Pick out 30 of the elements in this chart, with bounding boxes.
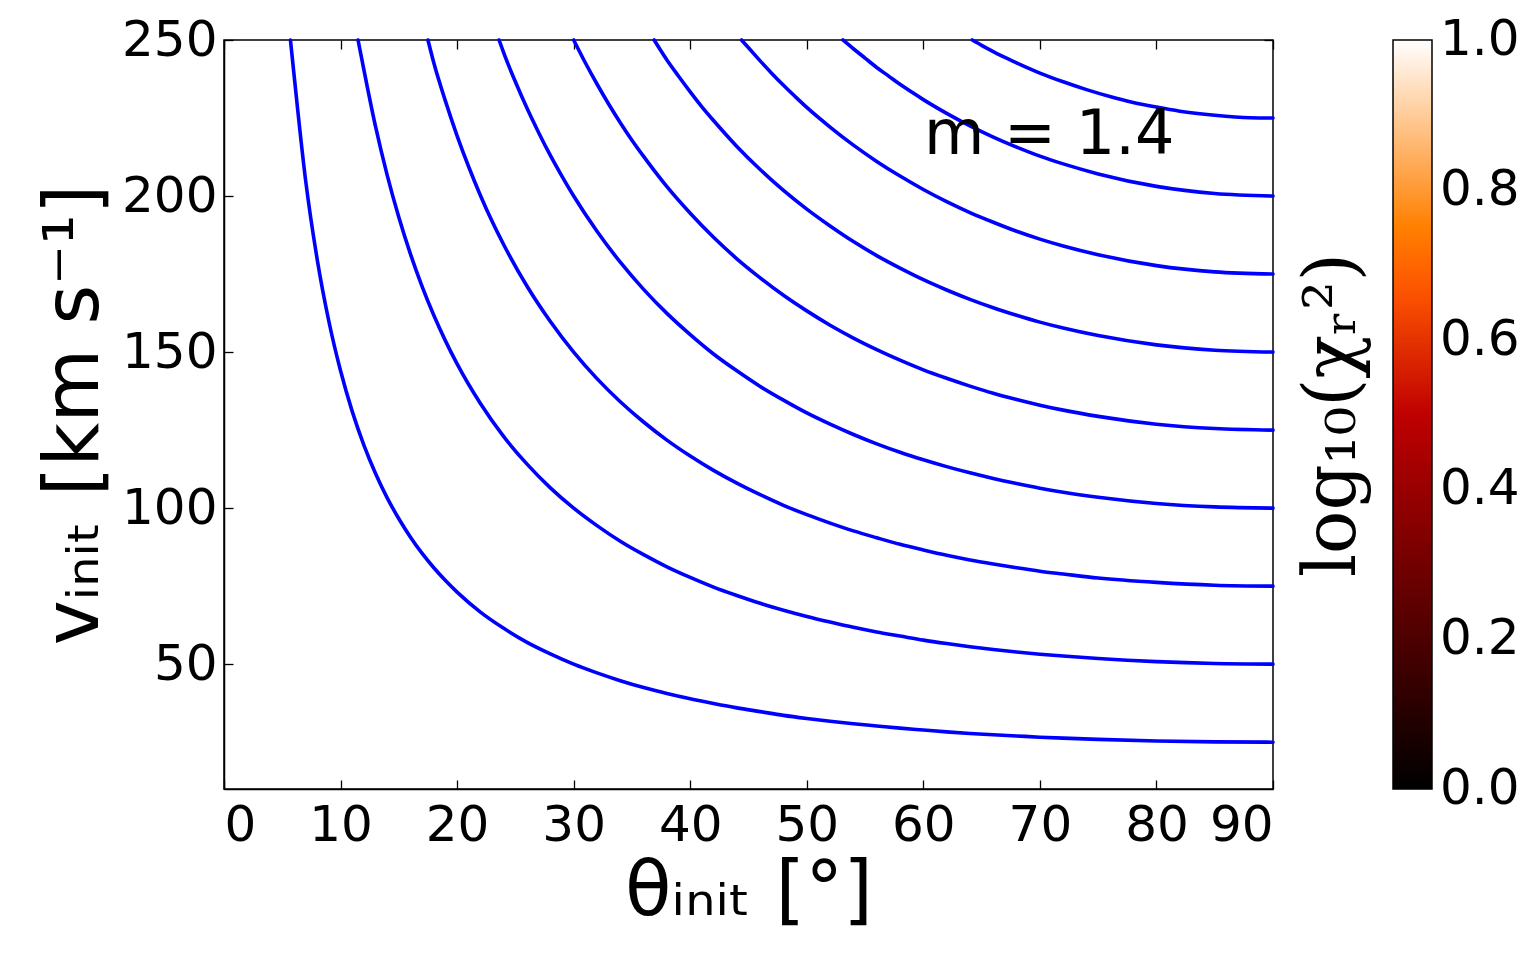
- y-tick-label: 50: [153, 633, 218, 692]
- color-bar-label: 0.8: [1440, 158, 1520, 217]
- x-tick-label: 0: [224, 794, 257, 853]
- line-series: [497, 38, 1275, 510]
- x-tick-label: 80: [1125, 794, 1189, 853]
- color-bar-label: 0.0: [1440, 758, 1520, 816]
- line-series: [288, 38, 1275, 744]
- y-tick-label: 200: [122, 165, 218, 224]
- annotation: m = 1.4: [924, 96, 1175, 169]
- color-bar-title: log₁₀(χᵣ²): [1288, 253, 1372, 577]
- line-series: [356, 38, 1275, 666]
- line-series: [739, 38, 1275, 276]
- color-bar-label: 0.4: [1440, 458, 1520, 517]
- y-axis-title: vᵢₙᵢₜ [km s⁻¹]: [27, 184, 117, 646]
- x-tick-label: 30: [542, 794, 606, 853]
- x-tick-label: 60: [892, 794, 956, 853]
- x-tick-label: 20: [425, 794, 490, 853]
- color-bar-label: 1.0: [1440, 9, 1520, 67]
- color-bar-label: 0.6: [1440, 308, 1520, 367]
- x-tick-label: 70: [1008, 794, 1073, 853]
- x-tick-label: 90: [1209, 794, 1274, 853]
- y-tick-label: 150: [122, 321, 218, 380]
- line-series: [426, 38, 1275, 588]
- y-tick-label: 100: [122, 477, 218, 536]
- y-tick-label: 250: [122, 9, 218, 68]
- line-series: [652, 38, 1275, 354]
- line-series: [841, 38, 1275, 198]
- x-tick-label: 10: [309, 794, 373, 853]
- line-series: [571, 38, 1275, 432]
- color-bar-label: 0.2: [1440, 608, 1520, 667]
